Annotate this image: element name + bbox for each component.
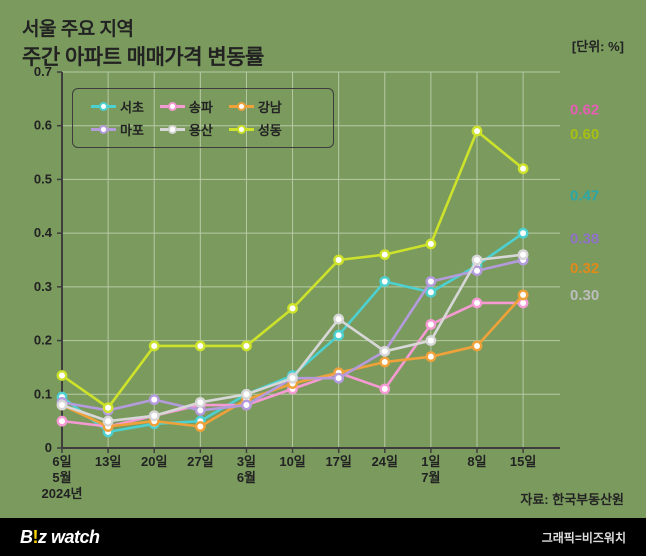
- svg-text:0.2: 0.2: [34, 333, 52, 348]
- brand-logo: B!z watch: [20, 527, 100, 548]
- legend-swatch: [91, 102, 116, 111]
- legend-item-seongdong: 성동: [229, 120, 282, 139]
- svg-text:8일: 8일: [467, 454, 486, 469]
- svg-text:0: 0: [45, 440, 52, 455]
- legend-item-seocho: 서초: [91, 97, 144, 116]
- svg-text:5월: 5월: [52, 470, 71, 485]
- title-line-1: 서울 주요 지역: [22, 14, 264, 41]
- footer-bar: B!z watch 그래픽=비즈워치: [0, 518, 646, 556]
- svg-text:1일: 1일: [421, 454, 440, 469]
- legend-swatch: [160, 102, 185, 111]
- svg-text:0.4: 0.4: [34, 225, 53, 240]
- legend-label: 성동: [258, 120, 282, 139]
- end-label-mapo: 0.38: [570, 231, 599, 248]
- svg-text:0.5: 0.5: [34, 171, 52, 186]
- legend-label: 송파: [189, 97, 213, 116]
- source-label: 자료: 한국부동산원: [520, 489, 624, 508]
- svg-text:0.6: 0.6: [34, 118, 52, 133]
- end-label-seongdong: 0.60: [570, 126, 599, 143]
- legend-swatch: [91, 125, 116, 134]
- svg-text:17일: 17일: [325, 454, 351, 469]
- legend-item-songpa: 송파: [160, 97, 213, 116]
- svg-text:15일: 15일: [510, 454, 536, 469]
- svg-text:7월: 7월: [421, 470, 440, 485]
- legend-item-yongsan: 용산: [160, 120, 213, 139]
- legend-label: 마포: [120, 120, 144, 139]
- svg-text:6일: 6일: [52, 454, 71, 469]
- line-chart: 00.10.20.30.40.50.60.76일13일20일27일3일10일17…: [0, 0, 646, 518]
- graphic-credit: 그래픽=비즈워치: [542, 529, 626, 546]
- end-label-gangnam: 0.32: [570, 260, 599, 277]
- legend-item-gangnam: 강남: [229, 97, 282, 116]
- end-label-seocho: 0.47: [570, 188, 599, 205]
- legend-label: 용산: [189, 120, 213, 139]
- legend-item-mapo: 마포: [91, 120, 144, 139]
- svg-text:27일: 27일: [187, 454, 213, 469]
- legend-label: 서초: [120, 97, 144, 116]
- svg-text:13일: 13일: [95, 454, 121, 469]
- svg-text:3일: 3일: [237, 454, 256, 469]
- end-label-songpa: 0.62: [570, 102, 599, 119]
- title-line-2: 주간 아파트 매매가격 변동률: [22, 41, 264, 71]
- svg-text:10일: 10일: [279, 454, 305, 469]
- title-block: 서울 주요 지역 주간 아파트 매매가격 변동률: [22, 14, 264, 71]
- legend-swatch: [229, 102, 254, 111]
- svg-text:20일: 20일: [141, 454, 167, 469]
- chart-container: 서울 주요 지역 주간 아파트 매매가격 변동률 [단위: %] 00.10.2…: [0, 0, 646, 518]
- legend-swatch: [160, 125, 185, 134]
- svg-text:2024년: 2024년: [42, 486, 83, 501]
- brand-suffix: z watch: [38, 527, 100, 547]
- svg-text:24일: 24일: [372, 454, 398, 469]
- legend-swatch: [229, 125, 254, 134]
- svg-text:0.3: 0.3: [34, 279, 52, 294]
- legend: 서초 송파 강남마포 용산 성동: [72, 88, 334, 148]
- svg-text:6월: 6월: [237, 470, 256, 485]
- svg-text:0.1: 0.1: [34, 386, 52, 401]
- end-label-yongsan: 0.30: [570, 287, 599, 304]
- brand-prefix: B: [20, 527, 33, 547]
- legend-label: 강남: [258, 97, 282, 116]
